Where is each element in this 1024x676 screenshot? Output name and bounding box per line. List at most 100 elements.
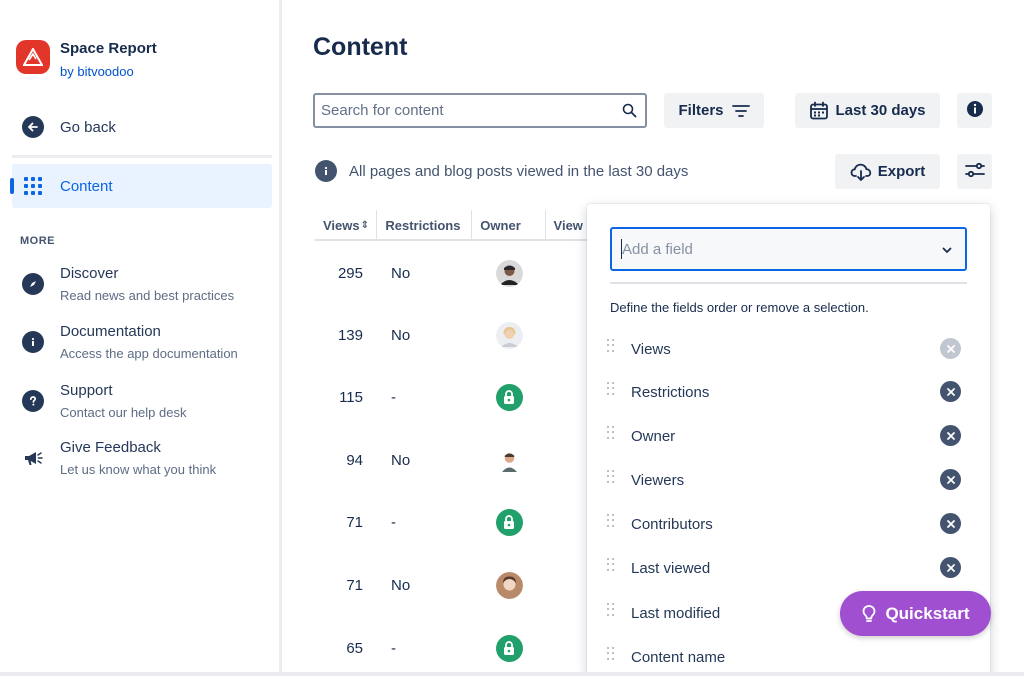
views-cell: 94 <box>346 451 363 469</box>
table-row[interactable]: 65 - <box>315 617 595 676</box>
owner-cell[interactable] <box>494 634 524 662</box>
lock-icon <box>495 508 523 536</box>
filter-lines-icon <box>731 104 750 118</box>
field-item-views[interactable]: Views <box>607 334 977 364</box>
column-header-restrictions[interactable]: Restrictions <box>377 210 473 241</box>
field-label: Last viewed <box>631 559 711 577</box>
field-item-owner[interactable]: Owner <box>607 421 977 451</box>
avatar[interactable] <box>495 446 523 474</box>
main-content: Content Filters Last 30 days All pages a… <box>285 0 1024 676</box>
sidebar-item-support[interactable]: Support Contact our help desk <box>12 382 272 428</box>
table-row[interactable]: 71 No <box>315 554 595 616</box>
sort-icon: ⇕ <box>360 220 370 231</box>
column-header-views[interactable]: Views ⇕ <box>315 210 378 241</box>
lock-icon <box>495 634 523 662</box>
page-title: Content <box>313 33 408 61</box>
sidebar-item-content[interactable]: Content <box>10 164 272 208</box>
drag-handle-icon[interactable] <box>607 558 615 572</box>
feedback-title: Give Feedback <box>60 439 161 456</box>
remove-field-icon[interactable] <box>940 425 961 446</box>
panel-hint: Define the fields order or remove a sele… <box>610 300 869 315</box>
column-header-viewers[interactable]: View <box>553 218 583 233</box>
support-desc: Contact our help desk <box>60 405 187 420</box>
active-indicator <box>10 178 14 194</box>
calendar-icon <box>809 101 829 121</box>
remove-field-icon[interactable] <box>940 469 961 490</box>
drag-handle-icon[interactable] <box>607 470 615 484</box>
go-back-button[interactable]: Go back <box>12 110 272 144</box>
app-vendor-link[interactable]: by bitvoodoo <box>60 64 134 79</box>
sidebar-item-give-feedback[interactable]: Give Feedback Let us know what you think <box>12 439 272 485</box>
drag-handle-icon[interactable] <box>607 603 615 617</box>
text-cursor <box>621 239 622 259</box>
add-field-placeholder: Add a field <box>622 240 693 258</box>
remove-field-icon[interactable] <box>940 557 961 578</box>
export-label: Export <box>877 163 926 180</box>
restrictions-cell: No <box>391 451 411 469</box>
info-icon <box>22 331 44 353</box>
column-settings-panel: Add a field Define the fields order or r… <box>587 204 990 676</box>
export-button[interactable]: Export <box>835 154 940 189</box>
field-item-last-viewed[interactable]: Last viewed <box>607 553 977 583</box>
field-item-last-modified[interactable]: Last modified <box>607 598 977 628</box>
field-item-restrictions[interactable]: Restrictions <box>607 377 977 407</box>
info-icon <box>966 100 984 122</box>
remove-field-icon[interactable] <box>940 381 961 402</box>
table-row[interactable]: 115 - <box>315 366 595 428</box>
owner-cell[interactable] <box>494 321 524 349</box>
discover-title: Discover <box>60 265 119 282</box>
sidebar-item-documentation[interactable]: Documentation Access the app documentati… <box>12 323 272 369</box>
drag-handle-icon[interactable] <box>607 426 615 440</box>
restrictions-cell: No <box>391 264 411 282</box>
app-header[interactable]: Space Report by bitvoodoo <box>16 40 157 81</box>
field-item-content-name[interactable]: Content name <box>607 642 977 672</box>
go-back-label: Go back <box>60 118 116 136</box>
owner-cell[interactable] <box>494 508 524 536</box>
table-row[interactable]: 139 No <box>315 304 595 366</box>
avatar[interactable] <box>495 571 523 599</box>
owner-cell[interactable] <box>494 259 524 287</box>
panel-divider <box>610 282 967 284</box>
views-cell: 295 <box>337 264 363 282</box>
owner-cell[interactable] <box>494 383 524 411</box>
table-row[interactable]: 94 No <box>315 429 595 491</box>
feedback-desc: Let us know what you think <box>60 462 217 477</box>
avatar[interactable] <box>495 259 523 287</box>
field-item-viewers[interactable]: Viewers <box>607 465 977 495</box>
table-header: Views ⇕ Restrictions Owner View <box>315 210 595 241</box>
quickstart-button[interactable]: Quickstart <box>840 591 991 636</box>
avatar[interactable] <box>495 321 523 349</box>
field-label: Views <box>631 340 671 358</box>
sidebar-item-discover[interactable]: Discover Read news and best practices <box>12 265 272 311</box>
restrictions-cell: - <box>391 388 396 406</box>
restrictions-cell: - <box>391 513 396 531</box>
column-settings-button[interactable] <box>957 154 992 189</box>
drag-handle-icon[interactable] <box>607 647 615 661</box>
filters-button[interactable]: Filters <box>664 93 764 128</box>
sidebar: Space Report by bitvoodoo Go back Conten… <box>0 0 282 676</box>
info-text: All pages and blog posts viewed in the l… <box>349 162 689 180</box>
field-label: Contributors <box>631 515 713 533</box>
remove-field-icon <box>940 338 961 359</box>
chevron-down-icon[interactable] <box>941 243 953 261</box>
search-input[interactable] <box>321 102 611 119</box>
info-button[interactable] <box>957 93 992 128</box>
question-icon <box>22 390 44 412</box>
column-header-owner[interactable]: Owner <box>472 210 546 241</box>
owner-cell[interactable] <box>494 446 524 474</box>
drag-handle-icon[interactable] <box>607 382 615 396</box>
remove-field-icon[interactable] <box>940 513 961 534</box>
table-row[interactable]: 71 - <box>315 491 595 553</box>
field-item-contributors[interactable]: Contributors <box>607 509 977 539</box>
lightbulb-icon <box>861 604 877 624</box>
drag-handle-icon[interactable] <box>607 339 615 353</box>
search-box[interactable] <box>313 93 647 128</box>
search-icon[interactable] <box>622 103 637 123</box>
add-field-select[interactable]: Add a field <box>610 227 967 271</box>
info-message: All pages and blog posts viewed in the l… <box>315 160 688 182</box>
table-row[interactable]: 295 No <box>315 242 595 304</box>
drag-handle-icon[interactable] <box>607 514 615 528</box>
field-label: Owner <box>631 427 676 445</box>
owner-cell[interactable] <box>494 571 524 599</box>
date-range-button[interactable]: Last 30 days <box>795 93 940 128</box>
